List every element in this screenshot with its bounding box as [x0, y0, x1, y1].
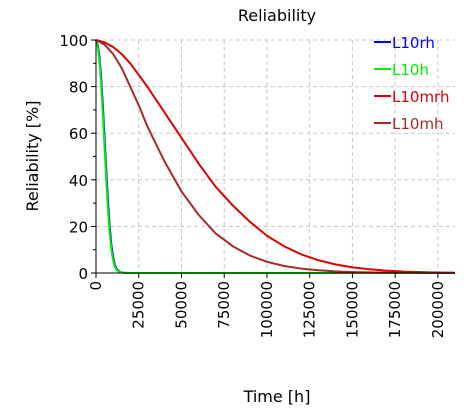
legend-label: L10mh: [392, 115, 444, 133]
x-tick-label: 0: [87, 281, 105, 291]
x-tick-label: 75000: [215, 281, 233, 329]
chart-title: Reliability: [238, 6, 316, 25]
x-tick-label: 25000: [130, 281, 148, 329]
x-axis-label: Time [h]: [243, 387, 311, 406]
y-tick-label: 100: [59, 32, 88, 50]
legend: L10rh L10h L10mrh L10mh: [374, 34, 449, 133]
axes: [91, 39, 455, 278]
y-tick-label: 20: [69, 218, 88, 236]
grid-lines: [96, 39, 455, 273]
x-tick-label: 125000: [301, 281, 319, 338]
y-tick-label: 60: [69, 125, 88, 143]
series-line-l10mrh: [95, 39, 456, 274]
y-tick-label: 0: [78, 265, 88, 283]
tick-labels: 0 20 40 60 80 100 0 25000 50000 75000 100000 125000…: [59, 32, 447, 338]
x-tick-label: 200000: [429, 281, 447, 338]
legend-label: L10rh: [392, 34, 435, 52]
x-tick-label: 50000: [172, 281, 190, 329]
x-tick-label: 175000: [386, 281, 404, 338]
legend-label: L10h: [392, 61, 429, 79]
series-line-l10mh: [95, 39, 456, 274]
x-tick-label: 150000: [343, 281, 361, 338]
y-axis-label: Reliability [%]: [23, 101, 42, 212]
y-tick-label: 80: [69, 79, 88, 97]
x-tick-label: 100000: [258, 281, 276, 338]
legend-label: L10mrh: [392, 88, 449, 106]
y-tick-label: 40: [69, 172, 88, 190]
